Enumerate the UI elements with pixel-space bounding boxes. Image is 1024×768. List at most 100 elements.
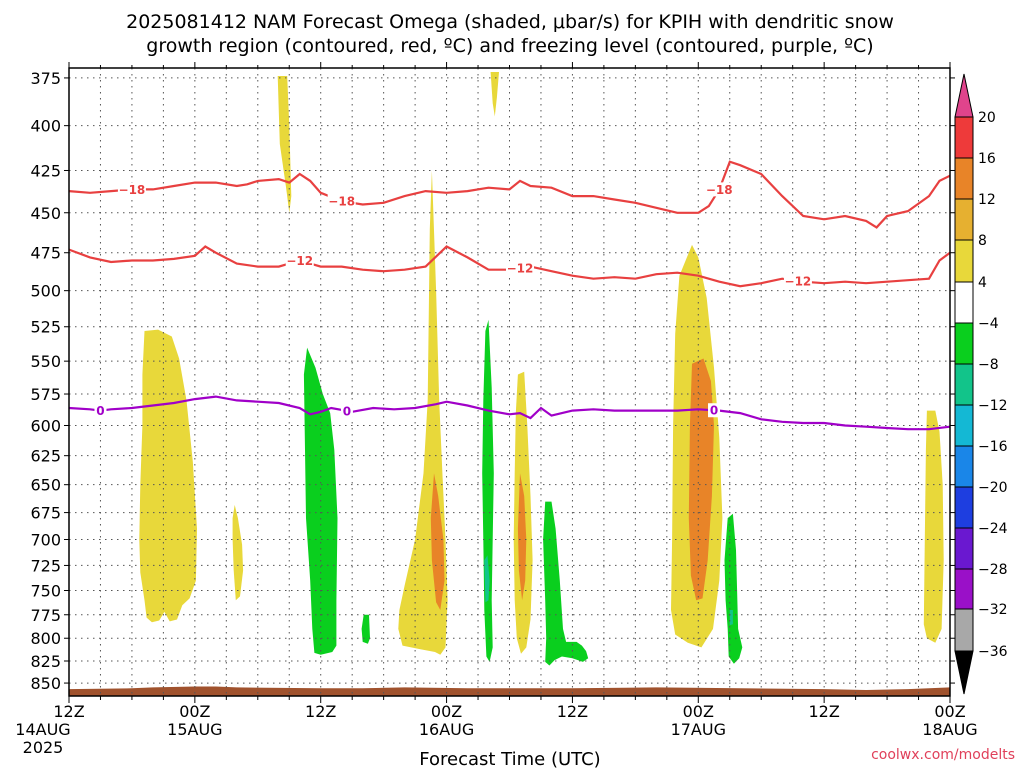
omega-region-10 (923, 410, 944, 643)
colorbar-label-7: −12 (978, 398, 1008, 414)
colorbar-bin-4 (954, 281, 974, 324)
omega-region-1 (232, 504, 244, 601)
colorbar-label-4: 4 (978, 275, 987, 291)
chart-title: 2025081412 NAM Forecast Omega (shaded, μ… (126, 11, 894, 57)
contour-line-1 (68, 245, 951, 288)
y-tick-label-500: 500 (30, 282, 61, 301)
x-tick-label-3-1: 16AUG (419, 720, 474, 739)
x-tick-label-5-0: 00Z (683, 702, 714, 721)
y-tick-label-800: 800 (30, 629, 61, 648)
colorbar-label-2: 12 (978, 192, 996, 208)
colorbar-label-12: −32 (978, 602, 1008, 618)
terrain-band (69, 686, 950, 696)
y-tick-label-550: 550 (30, 352, 61, 371)
omega-region-12 (361, 614, 370, 644)
contour-label-1-1: −12 (507, 262, 534, 276)
colorbar-label-5: −4 (978, 316, 999, 332)
contour-label-bg-2-0 (94, 403, 107, 418)
x-tick-label-0-0: 12Z (53, 702, 84, 721)
contour-label-bg-2-2 (708, 403, 721, 418)
contour-label-bg-0-0 (117, 182, 146, 197)
colorbar-label-6: −8 (978, 357, 999, 373)
colorbar-top-arrow (954, 73, 974, 118)
contour-label-1-2: −12 (785, 274, 812, 288)
colorbar-bin-2 (954, 198, 974, 241)
contour-label-0-2: −18 (706, 183, 733, 197)
x-tick-label-4-0: 12Z (557, 702, 588, 721)
colorbar-bin-12 (954, 608, 974, 652)
contour-label-0-0: −18 (119, 183, 146, 197)
colorbar-label-8: −16 (978, 439, 1008, 455)
colorbar-bin-11 (954, 568, 974, 610)
y-tick-label-525: 525 (30, 318, 61, 337)
x-tick-label-5-1: 17AUG (671, 720, 726, 739)
y-tick-label-700: 700 (30, 530, 61, 549)
contour-label-bg-2-1 (340, 403, 353, 418)
contour-label-2-0: 0 (96, 404, 104, 418)
omega-region-0 (139, 329, 197, 623)
x-tick-label-2-0: 12Z (305, 702, 336, 721)
colorbar-label-0: 20 (978, 110, 996, 126)
omega-shaded-regions (139, 72, 944, 666)
colorbar-bin-9 (954, 486, 974, 529)
omega-region-2 (277, 76, 292, 213)
y-tick-label-450: 450 (30, 204, 61, 223)
y-tick-label-375: 375 (30, 69, 61, 88)
contour-line-2 (68, 395, 951, 431)
y-tick-label-425: 425 (30, 161, 61, 180)
colorbar-bin-7 (954, 404, 974, 447)
omega-region-14 (484, 555, 490, 603)
omega-region-4 (430, 473, 445, 610)
colorbar-bin-10 (954, 527, 974, 570)
grid-lines (69, 68, 950, 696)
credit-text: coolwx.com/modelts (871, 747, 1015, 763)
colorbar-bin-5 (954, 322, 974, 365)
omega-region-17 (729, 610, 733, 626)
contour-line-0 (68, 160, 951, 229)
omega-region-9 (688, 358, 714, 601)
colorbar-label-11: −28 (978, 562, 1008, 578)
y-tick-label-475: 475 (30, 244, 61, 263)
contour-label-bg-1-2 (783, 273, 812, 288)
temperature-contours: −18 −18 −18 −12 −12 −12 0 0 0 (68, 160, 951, 431)
colorbar-bin-8 (954, 445, 974, 488)
x-tick-label-7-1: 18AUG (922, 720, 977, 739)
colorbar-label-3: 8 (978, 233, 987, 249)
y-tick-label-400: 400 (30, 117, 61, 136)
x-tick-label-0-1: 14AUG (15, 720, 70, 739)
colorbar-label-1: 16 (978, 151, 996, 167)
contour-label-2-2: 0 (710, 404, 718, 418)
y-tick-label-650: 650 (30, 476, 61, 495)
x-tick-label-7-0: 00Z (934, 702, 965, 721)
x-tick-label-0-2: 2025 (23, 738, 64, 757)
colorbar-label-9: −20 (978, 480, 1008, 496)
y-tick-label-850: 850 (30, 674, 61, 693)
y-axis-ticks: 375 400 425 450 475 500 525 550 575 600 625 650 675 7… (30, 69, 955, 693)
x-tick-label-1-0: 00Z (179, 702, 210, 721)
contour-label-0-1: −18 (328, 195, 355, 209)
y-tick-label-675: 675 (30, 504, 61, 523)
contour-label-bg-1-0 (285, 253, 314, 268)
y-tick-label-725: 725 (30, 556, 61, 575)
y-tick-label-600: 600 (30, 416, 61, 435)
colorbar-bin-3 (954, 239, 974, 283)
colorbar-bin-0 (954, 116, 974, 159)
y-tick-label-775: 775 (30, 606, 61, 625)
colorbar-label-13: −36 (978, 644, 1008, 660)
contour-label-1-0: −12 (286, 254, 313, 268)
colorbar-bottom-arrow (954, 650, 974, 695)
y-tick-label-625: 625 (30, 447, 61, 466)
colorbar-label-10: −24 (978, 521, 1008, 537)
y-tick-label-575: 575 (30, 385, 61, 404)
plot-background (69, 68, 950, 696)
contour-label-bg-0-1 (327, 194, 356, 209)
terrain-layer (69, 686, 950, 696)
omega-region-5 (490, 72, 499, 117)
colorbar-bin-6 (954, 363, 974, 406)
contour-label-2-1: 0 (343, 404, 351, 418)
title-line-1: 2025081412 NAM Forecast Omega (shaded, μ… (126, 11, 894, 33)
y-tick-label-825: 825 (30, 652, 61, 671)
omega-region-16 (724, 513, 743, 664)
x-tick-label-1-1: 15AUG (167, 720, 222, 739)
